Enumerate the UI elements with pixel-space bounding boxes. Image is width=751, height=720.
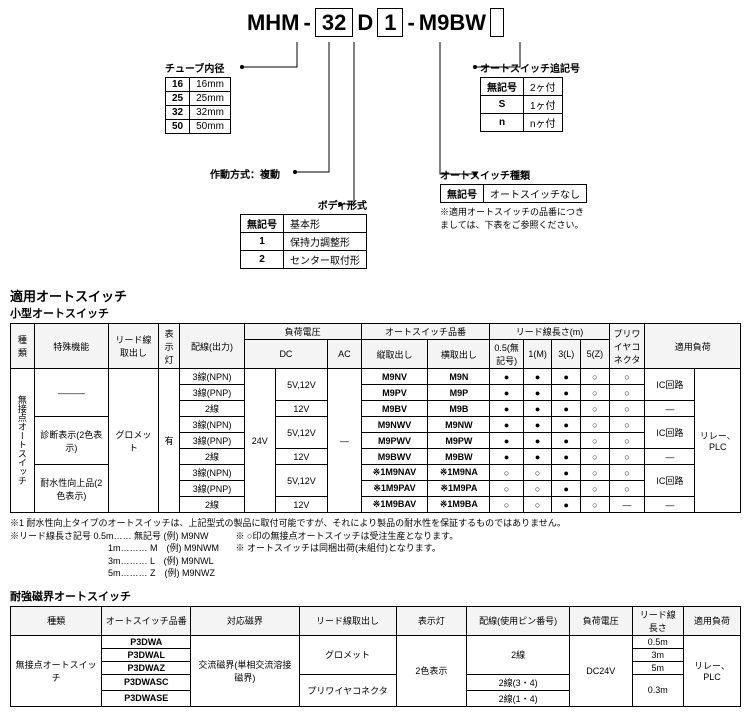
body-table: 無記号基本形 1保持力調整形 2センター取付形 <box>240 214 367 269</box>
callout-tube: チューブ内径 1616mm 2525mm 3232mm 5050mm <box>165 60 231 134</box>
switch-extra-table: 無記号2ヶ付 S1ヶ付 nnヶ付 <box>480 77 563 132</box>
callout-lines <box>10 42 751 282</box>
model-p4: M9BW <box>417 10 488 35</box>
section1-notes: ※1 耐水性向上タイプのオートスイッチは、上記型式の製品に取付可能ですが、それに… <box>10 517 741 580</box>
section1-title: 適用オートスイッチ <box>10 286 741 305</box>
section1-sub: 小型オートスイッチ <box>10 305 741 321</box>
magnet-switch-table: 種類 オートスイッチ品番 対応磁界 リード線取出し 表示灯 配線(使用ピン番号)… <box>10 606 741 707</box>
autoswitch-table: 種類 特殊機能 リード線取出し 表示灯 配線(出力) 負荷電圧 オートスイッチ品… <box>10 323 741 513</box>
tube-table: 1616mm 2525mm 3232mm 5050mm <box>165 77 231 134</box>
section2-title: 耐強磁界オートスイッチ <box>10 588 741 604</box>
callout-actuation: 作動方式：複動 <box>210 166 280 181</box>
model-number: MHM-32D1-M9BW <box>10 10 741 36</box>
callouts-region: チューブ内径 1616mm 2525mm 3232mm 5050mm 作動方式：… <box>10 42 741 282</box>
model-p5 <box>490 8 504 37</box>
model-p1: 32 <box>315 8 353 37</box>
model-prefix: MHM <box>245 10 302 35</box>
callout-switch-type: オートスイッチ種類 無記号オートスイッチなし ※適用オートスイッチの品番につきま… <box>440 167 590 231</box>
switch-type-table: 無記号オートスイッチなし <box>440 184 587 203</box>
callout-body: ボディ形式 無記号基本形 1保持力調整形 2センター取付形 <box>240 197 367 269</box>
model-p3: 1 <box>377 8 403 37</box>
callout-switch-extra: オートスイッチ追記号 無記号2ヶ付 S1ヶ付 nnヶ付 <box>480 60 580 132</box>
model-p2: D <box>355 10 375 35</box>
